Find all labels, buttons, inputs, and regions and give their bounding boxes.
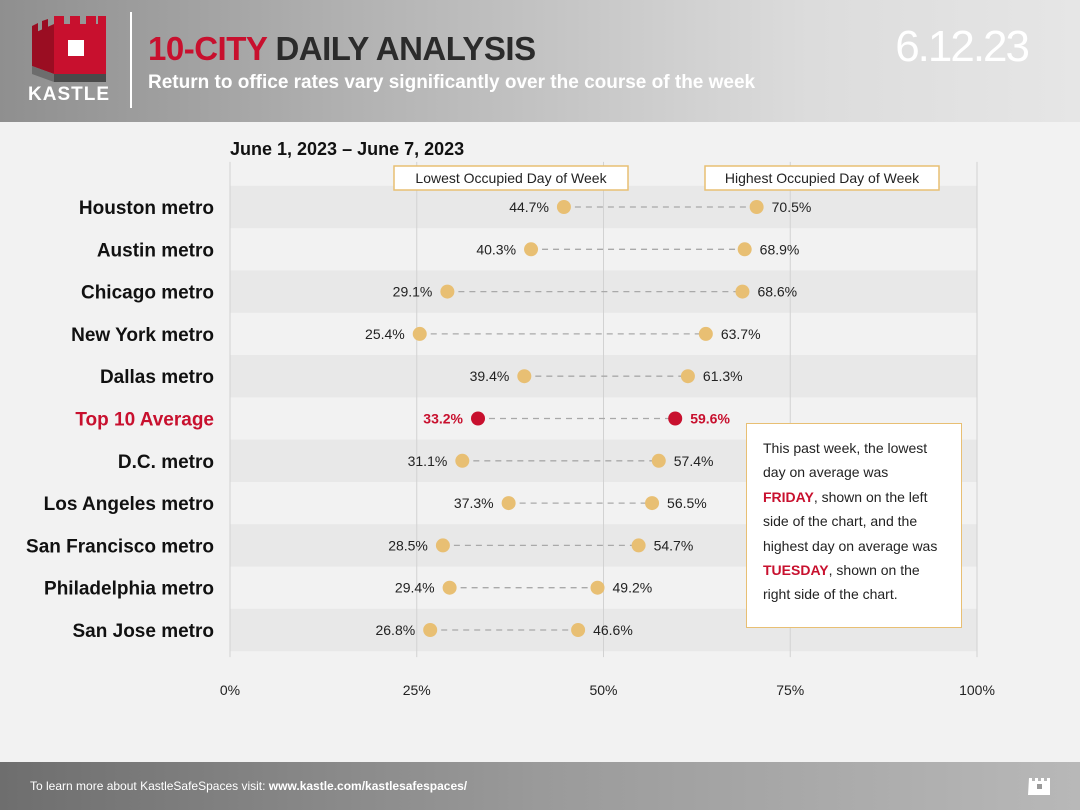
- high-point: [749, 200, 764, 214]
- castle-small-icon: [1028, 778, 1050, 795]
- legend-lowest-box: [393, 165, 629, 191]
- high-point: [590, 580, 605, 595]
- high-point: [668, 411, 683, 426]
- row-label: New York metro: [71, 325, 214, 346]
- x-tick-label: 50%: [589, 682, 617, 698]
- footer-prefix: To learn more about KastleSafeSpaces vis…: [30, 779, 269, 793]
- row-label: Austin metro: [97, 240, 214, 261]
- high-point: [680, 369, 695, 384]
- report-date: 6.12.23: [895, 22, 1030, 71]
- high-point: [645, 496, 660, 511]
- low-point: [455, 453, 470, 468]
- high-value-label: 68.6%: [757, 284, 797, 300]
- low-value-label: 37.3%: [454, 495, 494, 511]
- castle-icon: [32, 16, 106, 82]
- low-point: [442, 580, 457, 595]
- x-tick-label: 100%: [959, 682, 995, 698]
- legend-highest-box: [704, 165, 940, 191]
- footer-text: To learn more about KastleSafeSpaces vis…: [30, 779, 467, 793]
- low-point: [440, 284, 455, 299]
- title-accent: 10-CITY: [148, 30, 267, 67]
- low-point: [423, 623, 438, 637]
- high-value-label: 57.4%: [674, 453, 714, 469]
- callout-text-3: , shown on the right side of the chart.: [763, 562, 920, 603]
- high-point: [737, 242, 752, 257]
- low-point: [471, 411, 486, 426]
- row-label: San Francisco metro: [26, 536, 214, 557]
- high-point: [698, 326, 713, 341]
- page-subtitle: Return to office rates vary significantl…: [148, 72, 756, 93]
- header-divider: [130, 12, 132, 108]
- high-value-label: 54.7%: [654, 537, 694, 553]
- summary-callout: This past week, the lowest day on averag…: [746, 423, 962, 628]
- high-value-label: 61.3%: [703, 368, 743, 384]
- low-value-label: 44.7%: [509, 199, 549, 215]
- high-value-label: 49.2%: [613, 580, 653, 596]
- callout-text-2: , shown on the left side of the chart, a…: [763, 488, 938, 554]
- row-label: Houston metro: [79, 198, 214, 219]
- high-value-label: 63.7%: [721, 326, 761, 342]
- legend-lowest: Lowest Occupied Day of Week: [415, 170, 607, 186]
- high-value-label: 56.5%: [667, 495, 707, 511]
- dumbbell-chart: 0% 25% 50% 75% 100% June 1, 2023 – June 7, 20…: [26, 139, 995, 698]
- x-tick-label: 25%: [403, 682, 431, 698]
- high-value-label: 59.6%: [690, 411, 730, 427]
- low-point: [435, 538, 450, 553]
- low-point: [412, 326, 427, 341]
- low-value-label: 29.4%: [395, 580, 435, 596]
- high-point: [631, 538, 646, 553]
- high-point: [651, 453, 666, 468]
- logo-wordmark: KASTLE: [28, 84, 110, 105]
- low-value-label: 39.4%: [470, 368, 510, 384]
- row-label: Dallas metro: [100, 367, 214, 388]
- footer-bar: To learn more about KastleSafeSpaces vis…: [0, 762, 1080, 810]
- title-rest: DAILY ANALYSIS: [275, 30, 536, 67]
- row-label: San Jose metro: [73, 621, 215, 642]
- low-point: [517, 369, 532, 384]
- chart-period: June 1, 2023 – June 7, 2023: [230, 139, 464, 159]
- page-title: 10-CITY DAILY ANALYSIS: [148, 30, 536, 68]
- high-value-label: 68.9%: [760, 241, 800, 257]
- low-value-label: 26.8%: [375, 622, 415, 638]
- low-value-label: 31.1%: [408, 453, 448, 469]
- x-tick-label: 75%: [776, 682, 804, 698]
- callout-low-day: FRIDAY: [763, 488, 814, 505]
- low-value-label: 28.5%: [388, 537, 428, 553]
- low-value-label: 29.1%: [393, 284, 433, 300]
- callout-high-day: TUESDAY: [763, 562, 829, 579]
- kastle-logo[interactable]: KASTLE: [24, 14, 114, 110]
- row-label: Chicago metro: [81, 283, 214, 304]
- footer-link[interactable]: www.kastle.com/kastlesafespaces/: [268, 779, 468, 793]
- x-tick-label: 0%: [220, 682, 240, 698]
- low-point: [524, 242, 539, 257]
- high-value-label: 70.5%: [772, 199, 812, 215]
- high-point: [735, 284, 750, 299]
- low-point: [556, 200, 571, 214]
- row-label: Los Angeles metro: [44, 494, 214, 515]
- high-point: [571, 623, 586, 637]
- low-point: [501, 496, 516, 511]
- low-value-label: 40.3%: [476, 241, 516, 257]
- row-label: D.C. metro: [118, 452, 214, 473]
- low-value-label: 25.4%: [365, 326, 405, 342]
- callout-text-1: This past week, the lowest day on averag…: [763, 440, 928, 481]
- legend-highest: Highest Occupied Day of Week: [725, 170, 920, 186]
- row-label: Top 10 Average: [75, 410, 214, 431]
- row-label: Philadelphia metro: [44, 579, 214, 600]
- high-value-label: 46.6%: [593, 622, 633, 638]
- header-bar: KASTLE 10-CITY DAILY ANALYSIS Return to …: [0, 0, 1080, 122]
- low-value-label: 33.2%: [423, 411, 463, 427]
